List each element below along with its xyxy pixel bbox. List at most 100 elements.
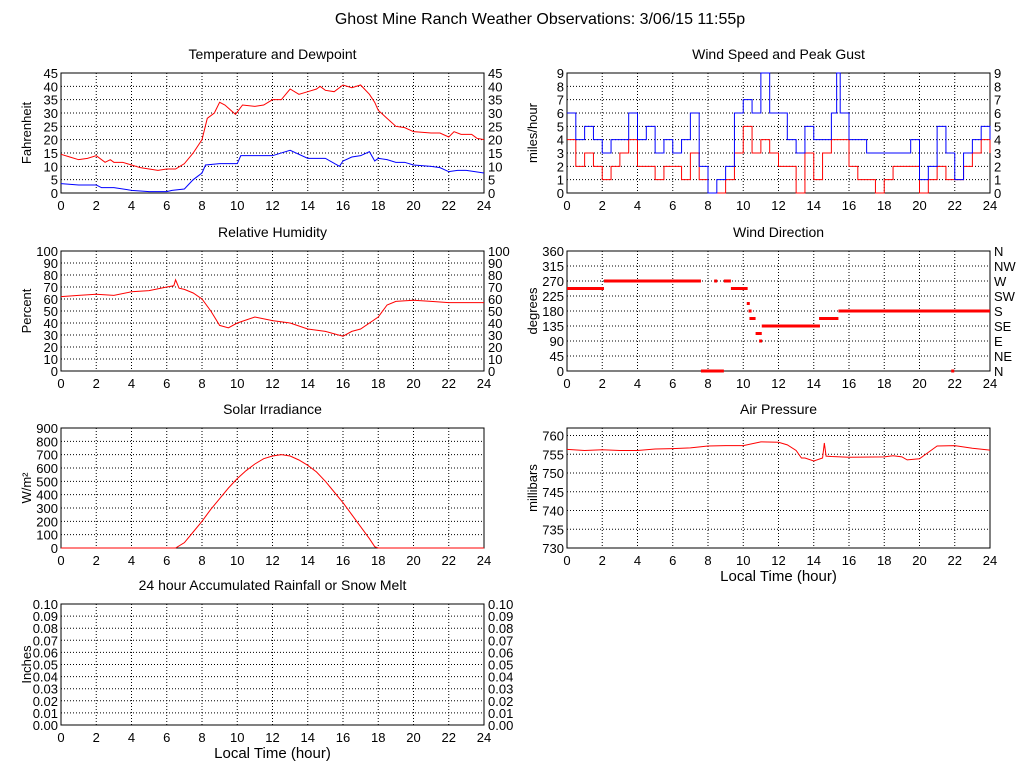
panel-title: Air Pressure xyxy=(740,401,817,417)
x-tick-label: 8 xyxy=(198,553,205,568)
x-tick-label: 8 xyxy=(198,198,205,213)
right-tick-label: S xyxy=(994,304,1003,319)
x-tick-label: 2 xyxy=(93,198,100,213)
y-tick-label: 735 xyxy=(542,522,564,537)
y-axis-label: W/m² xyxy=(19,472,34,504)
x-tick-label: 8 xyxy=(704,553,711,568)
right-tick-label: 7 xyxy=(994,93,1001,108)
x-tick-label: 12 xyxy=(265,553,279,568)
x-tick-label: 6 xyxy=(669,553,676,568)
temperature-series-1 xyxy=(60,149,485,193)
rainfall-panel: 24 hour Accumulated Rainfall or Snow Mel… xyxy=(19,577,513,762)
y-tick-label: 200 xyxy=(36,514,58,529)
x-tick-label: 0 xyxy=(57,376,64,391)
x-tick-label: 12 xyxy=(265,376,279,391)
y-tick-label: 0 xyxy=(51,186,58,201)
right-tick-label: SE xyxy=(994,319,1012,334)
y-tick-label: 5 xyxy=(557,119,564,134)
x-tick-label: 12 xyxy=(771,376,785,391)
right-tick-label: 10 xyxy=(488,352,502,367)
y-axis-label: millibars xyxy=(525,464,540,512)
y-tick-label: 0.07 xyxy=(33,633,58,648)
y-tick-label: 760 xyxy=(542,429,564,444)
right-tick-label: N xyxy=(994,364,1003,379)
right-tick-label: 2 xyxy=(994,159,1001,174)
right-tick-label: 0.08 xyxy=(488,621,513,636)
solar-series-0 xyxy=(61,454,484,549)
y-tick-label: 225 xyxy=(542,289,564,304)
x-tick-label: 10 xyxy=(736,198,750,213)
right-tick-label: 20 xyxy=(488,340,502,355)
x-tick-label: 24 xyxy=(983,198,997,213)
right-tick-label: 0 xyxy=(488,364,495,379)
y-tick-label: 35 xyxy=(44,93,58,108)
y-tick-label: 1 xyxy=(557,173,564,188)
right-tick-label: 0.00 xyxy=(488,718,513,733)
y-tick-label: 30 xyxy=(44,106,58,121)
x-tick-label: 10 xyxy=(230,553,244,568)
x-tick-label: 24 xyxy=(983,553,997,568)
x-tick-label: 20 xyxy=(912,553,926,568)
x-tick-label: 6 xyxy=(163,198,170,213)
y-tick-label: 135 xyxy=(542,319,564,334)
x-tick-label: 4 xyxy=(634,553,641,568)
x-tick-label: 10 xyxy=(736,553,750,568)
x-tick-label: 4 xyxy=(128,730,135,745)
panel-title: Solar Irradiance xyxy=(223,401,322,417)
x-tick-label: 2 xyxy=(599,553,606,568)
x-tick-label: 20 xyxy=(406,376,420,391)
y-tick-label: 45 xyxy=(44,66,58,81)
y-tick-label: 40 xyxy=(44,79,58,94)
right-tick-label: 100 xyxy=(488,244,510,259)
x-tick-label: 8 xyxy=(704,198,711,213)
x-tick-label: 18 xyxy=(877,553,891,568)
right-tick-label: 80 xyxy=(488,268,502,283)
panel-title: 24 hour Accumulated Rainfall or Snow Mel… xyxy=(139,577,407,593)
y-tick-label: 70 xyxy=(44,280,58,295)
x-tick-label: 22 xyxy=(948,198,962,213)
right-tick-label: 50 xyxy=(488,304,502,319)
right-tick-label: 10 xyxy=(488,159,502,174)
x-tick-label: 18 xyxy=(371,730,385,745)
x-tick-label: 6 xyxy=(163,730,170,745)
x-tick-label: 16 xyxy=(336,198,350,213)
right-tick-label: NW xyxy=(994,259,1016,274)
x-tick-label: 0 xyxy=(57,730,64,745)
x-tick-label: 2 xyxy=(599,198,606,213)
x-tick-label: 0 xyxy=(57,553,64,568)
plot-frame xyxy=(60,72,485,194)
y-tick-label: 4 xyxy=(557,133,564,148)
y-tick-label: 745 xyxy=(542,485,564,500)
x-tick-label: 22 xyxy=(948,376,962,391)
y-tick-label: 100 xyxy=(36,528,58,543)
x-tick-label: 18 xyxy=(877,376,891,391)
x-tick-label: 22 xyxy=(442,198,456,213)
x-tick-label: 14 xyxy=(807,553,821,568)
x-tick-label: 8 xyxy=(704,376,711,391)
right-tick-label: 0.04 xyxy=(488,670,513,685)
x-tick-label: 0 xyxy=(563,376,570,391)
right-tick-label: 5 xyxy=(994,119,1001,134)
y-axis-label: Inches xyxy=(19,645,34,684)
x-tick-label: 10 xyxy=(230,730,244,745)
y-tick-label: 100 xyxy=(36,244,58,259)
x-tick-label: 0 xyxy=(563,198,570,213)
right-tick-label: NE xyxy=(994,349,1012,364)
x-tick-label: 20 xyxy=(406,730,420,745)
right-tick-label: 9 xyxy=(994,66,1001,81)
plot-frame xyxy=(566,427,991,549)
right-tick-label: 45 xyxy=(488,66,502,81)
temperature-series-0 xyxy=(60,84,485,171)
y-tick-label: 730 xyxy=(542,541,564,556)
y-tick-label: 315 xyxy=(542,259,564,274)
right-tick-label: 35 xyxy=(488,93,502,108)
y-tick-label: 50 xyxy=(44,304,58,319)
x-tick-label: 18 xyxy=(371,376,385,391)
y-tick-label: 90 xyxy=(550,334,564,349)
y-tick-label: 40 xyxy=(44,316,58,331)
x-tick-label: 22 xyxy=(948,553,962,568)
